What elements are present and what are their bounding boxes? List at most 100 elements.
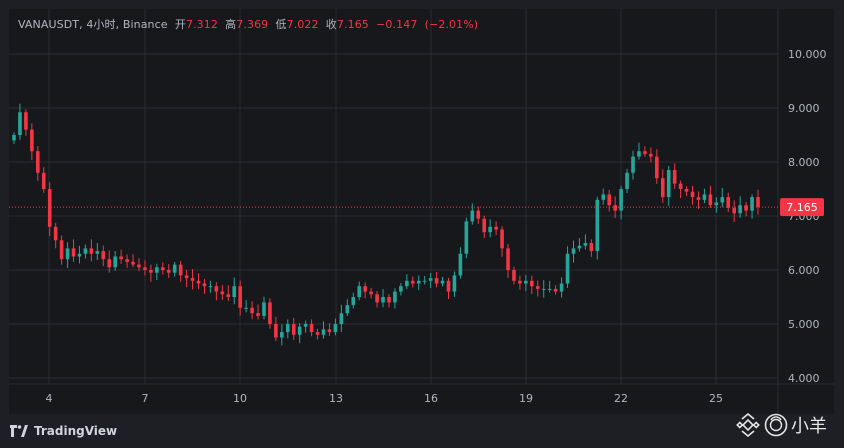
candle-body <box>315 332 320 335</box>
y-tick-label: 9.000 <box>788 102 820 115</box>
candle-body <box>577 245 582 249</box>
candle-body <box>220 291 225 295</box>
open-label: 开 <box>174 18 186 31</box>
candle-body <box>369 291 373 295</box>
candle-body <box>161 267 165 270</box>
candle-body <box>351 297 356 306</box>
candle-body <box>732 207 736 214</box>
candle-body <box>547 288 552 290</box>
candle-body <box>95 251 100 254</box>
candle-body <box>666 170 671 198</box>
candle-body <box>268 302 272 324</box>
candle-body <box>387 297 391 303</box>
candle-body <box>101 251 106 260</box>
candle-body <box>428 278 433 281</box>
x-tick-label: 7 <box>142 392 149 405</box>
high-label: 高 <box>225 18 237 31</box>
y-tick-label: 8.000 <box>788 156 820 169</box>
candle-body <box>553 288 558 292</box>
x-tick-label: 13 <box>329 392 343 405</box>
candle-body <box>285 324 290 333</box>
watermark: 小羊 <box>736 412 827 438</box>
candle-body <box>541 288 546 290</box>
candle-body <box>375 294 379 303</box>
candle-body <box>464 221 469 254</box>
candle-body <box>714 202 719 206</box>
candle-body <box>250 307 254 314</box>
candle-body <box>172 264 177 273</box>
candle-body <box>47 189 52 227</box>
candle-body <box>339 313 344 324</box>
x-tick-label: 16 <box>424 392 438 405</box>
candle-body <box>166 270 171 273</box>
change-value: −0.147 <box>376 18 418 31</box>
candle-body <box>524 280 528 284</box>
candle-body <box>41 172 46 189</box>
candle-body <box>535 286 540 289</box>
candle-body <box>500 229 504 249</box>
candle-body <box>149 270 153 273</box>
low-label: 低 <box>275 18 287 31</box>
candle-body <box>125 259 129 262</box>
candle-body <box>506 248 510 270</box>
sheep-avatar-icon <box>764 413 788 437</box>
candle-body <box>482 218 487 233</box>
candle-body <box>18 112 22 135</box>
candle-body <box>512 270 516 281</box>
candle-body <box>690 191 695 198</box>
tradingview-label: TradingView <box>34 424 118 438</box>
chart-panel[interactable] <box>9 9 834 414</box>
close-label: 收 <box>325 18 337 31</box>
candle-body <box>458 253 463 276</box>
candle-body <box>196 280 201 284</box>
x-tick-label: 10 <box>233 392 247 405</box>
candle-body <box>738 205 742 214</box>
candle-body <box>488 226 492 233</box>
watermark-name: 小羊 <box>791 416 827 437</box>
y-tick-label: 6.000 <box>788 264 820 277</box>
candle-body <box>214 286 219 292</box>
candle-body <box>601 194 606 200</box>
close-value: 7.165 <box>336 18 369 31</box>
low-value: 7.022 <box>286 18 319 31</box>
candle-body <box>321 329 326 335</box>
x-tick-label: 19 <box>519 392 533 405</box>
candle-body <box>53 226 58 241</box>
candle-body <box>440 280 445 284</box>
candle-body <box>155 267 159 273</box>
candle-body <box>119 256 123 260</box>
candle-body <box>327 329 332 333</box>
candle-body <box>178 264 183 276</box>
candle-body <box>476 210 481 219</box>
candle-body <box>589 243 594 252</box>
last-price-label: 7.165 <box>786 201 818 214</box>
candle-body <box>113 256 117 268</box>
candle-body <box>720 197 725 203</box>
candle-body <box>655 156 659 179</box>
candle-body <box>83 248 88 254</box>
candle-body <box>607 194 611 206</box>
candle-body <box>410 280 415 284</box>
binance-icon <box>736 413 760 437</box>
candle-body <box>672 170 677 184</box>
open-value: 7.312 <box>185 18 218 31</box>
candle-body <box>708 194 713 206</box>
candle-body <box>619 189 623 211</box>
last-price-tag <box>780 198 824 217</box>
candle-body <box>244 307 248 309</box>
candle-body <box>303 324 308 327</box>
tradingview-logo[interactable]: TradingView <box>10 421 117 441</box>
candle-body <box>595 199 600 252</box>
candle-body <box>36 151 40 173</box>
candle-body <box>202 283 207 287</box>
candle-body <box>613 205 617 211</box>
candle-body <box>446 280 451 292</box>
symbol-legend: VANAUSDT, 4小时, Binance 开7.312 高7.369 低7.… <box>18 18 479 31</box>
candle-body <box>583 243 588 246</box>
candle-body <box>363 286 367 292</box>
candle-body <box>208 286 213 288</box>
x-tick-label: 22 <box>614 392 628 405</box>
candle-body <box>24 112 28 130</box>
tradingview-icon <box>10 425 28 437</box>
